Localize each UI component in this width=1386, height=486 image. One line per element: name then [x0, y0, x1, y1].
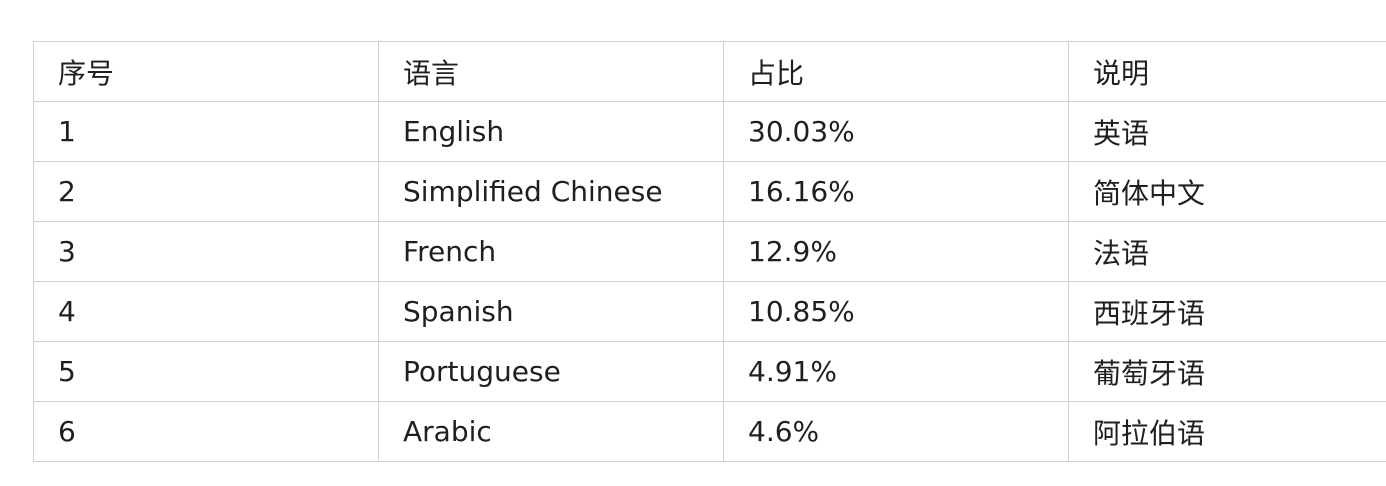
- cell-description: 简体中文: [1068, 161, 1386, 222]
- cell-description: 法语: [1068, 221, 1386, 282]
- cell-language: Simplified Chinese: [378, 161, 724, 222]
- cell-share: 10.85%: [723, 281, 1069, 342]
- cell-share: 16.16%: [723, 161, 1069, 222]
- header-cell-language: 语言: [378, 41, 724, 102]
- cell-index: 4: [33, 281, 379, 342]
- cell-language: Spanish: [378, 281, 724, 342]
- cell-description: 葡萄牙语: [1068, 341, 1386, 402]
- cell-index: 6: [33, 401, 379, 462]
- cell-description: 阿拉伯语: [1068, 401, 1386, 462]
- table-row: 6 Arabic 4.6% 阿拉伯语: [33, 401, 1386, 462]
- header-cell-share: 占比: [723, 41, 1069, 102]
- cell-share: 4.6%: [723, 401, 1069, 462]
- cell-language: English: [378, 101, 724, 162]
- table-row: 2 Simplified Chinese 16.16% 简体中文: [33, 161, 1386, 222]
- cell-language: Portuguese: [378, 341, 724, 402]
- cell-language: French: [378, 221, 724, 282]
- table-container: 序号 语言 占比 说明 1 English 30.03% 英语 2 Simpli…: [33, 41, 1386, 462]
- header-cell-description: 说明: [1068, 41, 1386, 102]
- table-header: 序号 语言 占比 说明: [33, 41, 1386, 102]
- cell-share: 4.91%: [723, 341, 1069, 402]
- language-share-table: 序号 语言 占比 说明 1 English 30.03% 英语 2 Simpli…: [33, 41, 1386, 462]
- cell-description: 英语: [1068, 101, 1386, 162]
- cell-index: 5: [33, 341, 379, 402]
- cell-share: 12.9%: [723, 221, 1069, 282]
- table-row: 1 English 30.03% 英语: [33, 101, 1386, 162]
- table-row: 3 French 12.9% 法语: [33, 221, 1386, 282]
- table-row: 5 Portuguese 4.91% 葡萄牙语: [33, 341, 1386, 402]
- table-row: 4 Spanish 10.85% 西班牙语: [33, 281, 1386, 342]
- cell-language: Arabic: [378, 401, 724, 462]
- header-cell-index: 序号: [33, 41, 379, 102]
- cell-share: 30.03%: [723, 101, 1069, 162]
- cell-index: 1: [33, 101, 379, 162]
- header-row: 序号 语言 占比 说明: [33, 41, 1386, 102]
- cell-index: 2: [33, 161, 379, 222]
- cell-index: 3: [33, 221, 379, 282]
- table-body: 1 English 30.03% 英语 2 Simplified Chinese…: [33, 101, 1386, 462]
- cell-description: 西班牙语: [1068, 281, 1386, 342]
